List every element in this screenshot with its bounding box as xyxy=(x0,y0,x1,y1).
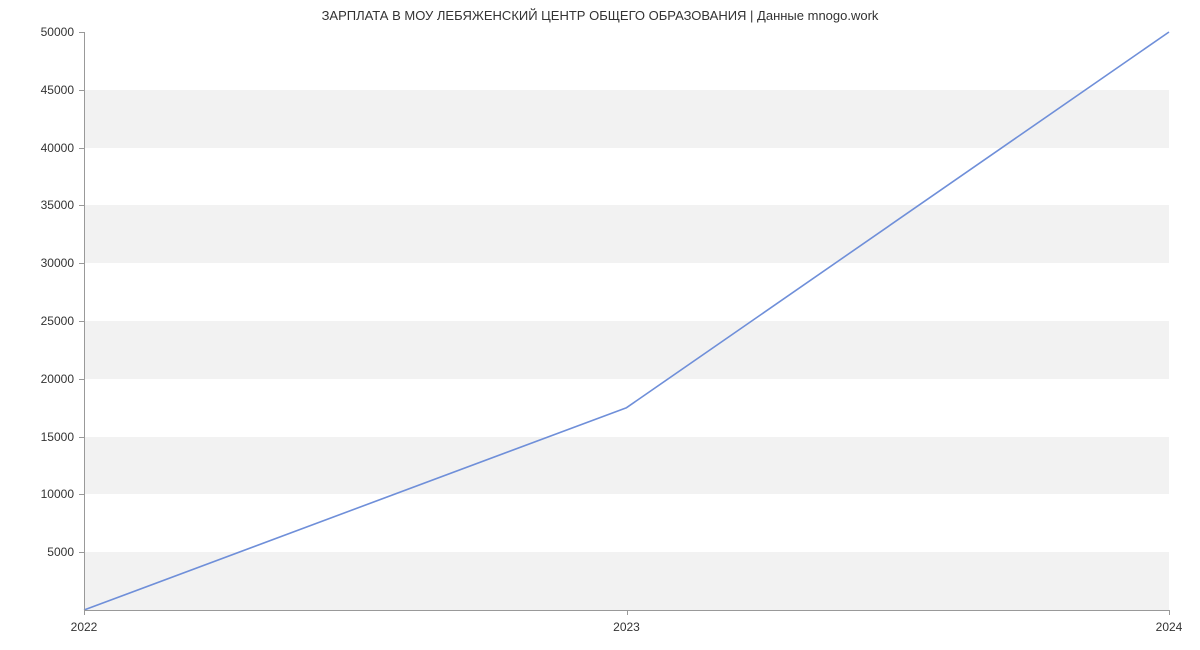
y-tick-mark xyxy=(79,437,84,438)
series-line xyxy=(84,32,1169,610)
x-tick-mark xyxy=(84,610,85,615)
y-tick-label: 20000 xyxy=(14,372,74,386)
y-tick-label: 40000 xyxy=(14,141,74,155)
salary-line-chart: ЗАРПЛАТА В МОУ ЛЕБЯЖЕНСКИЙ ЦЕНТР ОБЩЕГО … xyxy=(0,0,1200,650)
x-tick-label: 2022 xyxy=(71,620,98,634)
y-tick-mark xyxy=(79,205,84,206)
y-tick-label: 30000 xyxy=(14,256,74,270)
y-tick-mark xyxy=(79,32,84,33)
chart-title: ЗАРПЛАТА В МОУ ЛЕБЯЖЕНСКИЙ ЦЕНТР ОБЩЕГО … xyxy=(0,8,1200,23)
y-tick-label: 35000 xyxy=(14,198,74,212)
y-tick-mark xyxy=(79,90,84,91)
y-axis-line xyxy=(84,32,85,610)
x-tick-label: 2023 xyxy=(613,620,640,634)
y-tick-label: 15000 xyxy=(14,430,74,444)
y-tick-label: 45000 xyxy=(14,83,74,97)
y-tick-mark xyxy=(79,552,84,553)
y-tick-mark xyxy=(79,321,84,322)
x-tick-mark xyxy=(1169,610,1170,615)
y-tick-label: 50000 xyxy=(14,25,74,39)
y-tick-mark xyxy=(79,379,84,380)
y-tick-mark xyxy=(79,148,84,149)
plot-area: 5000100001500020000250003000035000400004… xyxy=(84,32,1169,610)
y-tick-label: 10000 xyxy=(14,487,74,501)
y-tick-label: 25000 xyxy=(14,314,74,328)
y-tick-label: 5000 xyxy=(14,545,74,559)
line-series xyxy=(84,32,1169,610)
x-tick-label: 2024 xyxy=(1156,620,1183,634)
x-tick-mark xyxy=(627,610,628,615)
y-tick-mark xyxy=(79,494,84,495)
y-tick-mark xyxy=(79,263,84,264)
